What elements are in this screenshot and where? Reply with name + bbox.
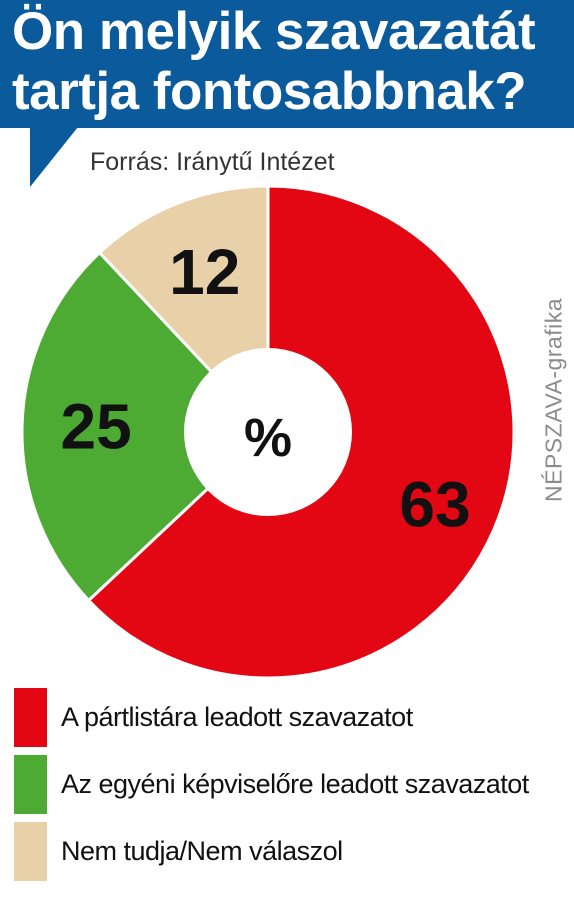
source-note: Forrás: Iránytű Intézet (90, 148, 335, 176)
pie-slice-individual-candidate (20, 251, 270, 602)
chart-title-line-1: Ön melyik szavazatát (12, 2, 536, 61)
legend-item-dont-know: Nem tudja/Nem válaszol (14, 822, 574, 881)
center-percent-label: % (244, 408, 292, 468)
slice-value-labels: 63 25 12 (61, 236, 471, 540)
legend-swatch-dont-know (14, 822, 47, 881)
legend-item-party-list: A pártlistára leadott szavazatot (14, 688, 574, 747)
chart-title-line-2: tartja fontosabbnak? (12, 62, 527, 121)
donut-hole (184, 348, 352, 516)
chart-title: Ön melyik szavazatát tartja fontosabbnak… (12, 2, 572, 122)
legend-item-individual-candidate: Az egyéni képviselőre leadott szavazatot (14, 755, 574, 814)
slice-value-party-list: 63 (399, 468, 470, 540)
legend-label-dont-know: Nem tudja/Nem válaszol (61, 836, 343, 866)
slice-value-dont-know: 12 (169, 236, 240, 308)
legend-label-individual-candidate: Az egyéni képviselőre leadott szavazatot (61, 769, 529, 799)
title-banner (0, 0, 574, 128)
donut-chart: % 63 25 12 (20, 184, 516, 680)
slice-value-individual-candidate: 25 (61, 391, 132, 463)
legend-swatch-individual-candidate (14, 755, 47, 814)
legend: A pártlistára leadott szavazatot Az egyé… (14, 688, 574, 889)
title-banner-pointer (30, 127, 78, 187)
legend-swatch-party-list (14, 688, 47, 747)
legend-label-party-list: A pártlistára leadott szavazatot (61, 702, 413, 732)
